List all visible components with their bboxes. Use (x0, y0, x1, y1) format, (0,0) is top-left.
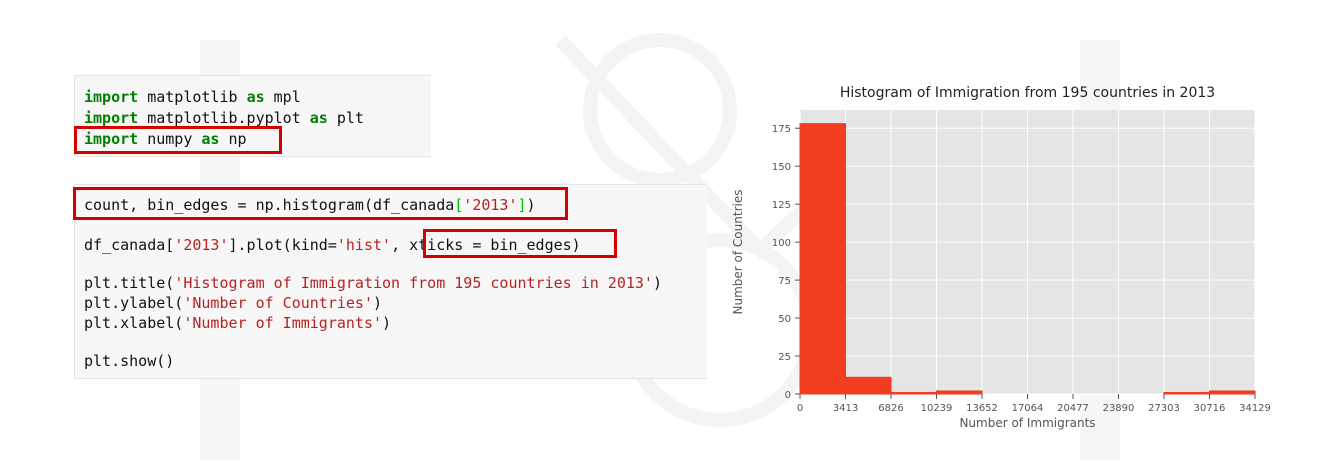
code-line: plt.ylabel('Number of Countries') (84, 294, 382, 312)
histogram-bar (1208, 390, 1256, 395)
code-token: plt.show() (84, 352, 175, 370)
code-token: 'hist' (336, 236, 392, 254)
y-tick-label: 50 (778, 314, 791, 325)
x-tick-label: 34129 (1239, 403, 1271, 414)
code-token: df_canada[ (84, 236, 175, 254)
code-token: import (84, 109, 139, 127)
histogram-bar (799, 123, 847, 395)
code-token: matplotlib (138, 88, 247, 106)
code-token: ].plot(kind= (228, 236, 337, 254)
code-token: np (219, 130, 247, 148)
code-token: matplotlib.pyplot (138, 109, 310, 127)
x-tick-label: 3413 (833, 403, 858, 414)
x-tick-label: 6826 (878, 403, 903, 414)
x-tick-label: 0 (797, 403, 803, 414)
code-token: ) (382, 314, 392, 332)
y-axis-label: Number of Countries (731, 190, 745, 315)
highlight-box-xticks (423, 229, 617, 258)
code-token: import (84, 88, 139, 106)
code-line: import matplotlib.pyplot as plt (84, 109, 364, 127)
y-tick-label: 125 (772, 200, 791, 211)
histogram-bar (1163, 391, 1210, 395)
histogram-chart: 0 25 50 75 100 125 150 175 0 3413 6826 10239 13652 17… (731, 85, 1271, 430)
code-token: plt.xlabel( (84, 314, 184, 332)
code-token: ) (652, 274, 662, 292)
x-tick-label: 17064 (1012, 403, 1044, 414)
code-token: count, bin_edges = np.histogram(df_canad… (84, 196, 455, 214)
code-token: as (246, 88, 265, 106)
code-token: import (84, 130, 139, 148)
chart-title: Histogram of Immigration from 195 countr… (840, 85, 1215, 101)
y-tick-label: 25 (778, 352, 791, 363)
x-tick-label: 10239 (921, 403, 953, 414)
code-line: plt.xlabel('Number of Immigrants') (84, 314, 391, 332)
code-token: 'Histogram of Immigration from 195 count… (174, 274, 653, 292)
y-tick-label: 100 (772, 238, 791, 249)
histogram-bar (845, 376, 892, 395)
code-token: 'Number of Countries' (183, 294, 373, 312)
y-tick-label: 75 (778, 276, 791, 287)
x-tick-label: 13652 (966, 403, 998, 414)
code-cell-imports[interactable]: import matplotlib as mpl import matplotl… (74, 75, 431, 157)
code-token: plt.ylabel( (84, 294, 184, 312)
code-token: plt (327, 109, 364, 127)
code-token: as (201, 130, 220, 148)
code-line: plt.show() (84, 352, 174, 370)
code-token: plt.title( (84, 274, 175, 292)
code-token: , xticks = bin_edges) (391, 236, 581, 254)
y-tick-label: 175 (772, 124, 791, 135)
highlight-box-np-histogram (73, 187, 568, 220)
code-token: [ (454, 196, 464, 214)
x-axis-label: Number of Immigrants (959, 416, 1095, 430)
code-token: numpy (138, 130, 202, 148)
code-token: ) (526, 196, 536, 214)
code-cell-histogram[interactable]: count, bin_edges = np.histogram(df_canad… (74, 184, 707, 379)
highlight-box-import-numpy (74, 126, 282, 154)
x-tick-label: 20477 (1057, 403, 1089, 414)
x-tick-label: 27303 (1148, 403, 1180, 414)
code-token: 'Number of Immigrants' (183, 314, 383, 332)
code-token: ) (373, 294, 383, 312)
code-line: import numpy as np (84, 130, 247, 148)
code-token: '2013' (463, 196, 518, 214)
code-line: count, bin_edges = np.histogram(df_canad… (84, 196, 536, 214)
y-tick-label: 0 (785, 390, 791, 401)
code-line: plt.title('Histogram of Immigration from… (84, 274, 662, 292)
x-tick-label: 23890 (1103, 403, 1135, 414)
code-line: import matplotlib as mpl (84, 88, 301, 106)
code-token: as (309, 109, 328, 127)
histogram-bar (936, 390, 983, 395)
code-line: df_canada['2013'].plot(kind='hist', xtic… (84, 236, 581, 254)
code-token: mpl (264, 88, 301, 106)
y-tick-label: 150 (772, 162, 791, 173)
histogram-bar (890, 391, 938, 395)
code-token: '2013' (174, 236, 229, 254)
x-tick-label: 30716 (1194, 403, 1226, 414)
code-token: ] (517, 196, 527, 214)
